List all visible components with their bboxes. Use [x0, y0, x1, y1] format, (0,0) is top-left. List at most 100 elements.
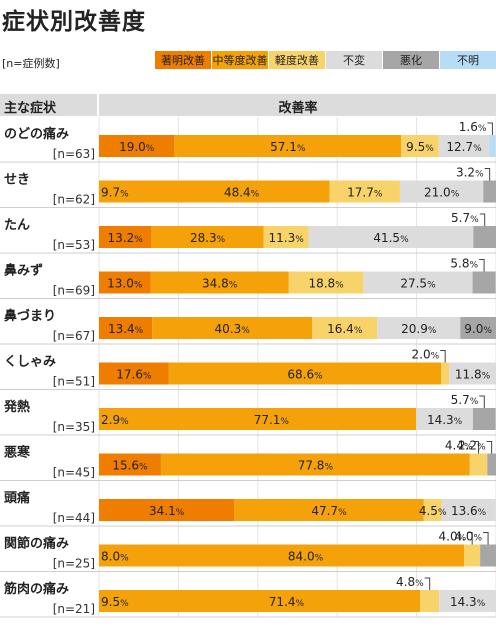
callout-line — [479, 395, 485, 408]
header-symptom: 主な症状 — [4, 101, 57, 116]
bar-segment — [99, 135, 175, 157]
callout-line — [467, 532, 473, 545]
data-label: 15.6% — [112, 459, 148, 473]
callout-line — [483, 532, 489, 545]
bar-segment — [99, 226, 152, 248]
data-label: 27.5% — [400, 277, 436, 291]
data-label: 8.0% — [101, 550, 129, 564]
data-label: 16.4% — [327, 322, 363, 336]
legend: 著明改善 中等度改善 軽度改善 不変 悪化 不明 — [155, 51, 496, 69]
data-label: 12.7% — [446, 140, 482, 154]
data-label: 13.0% — [107, 277, 143, 291]
header-rate: 改善率 — [278, 101, 318, 116]
data-label: 21.0% — [424, 186, 460, 200]
bar-segment — [489, 135, 496, 157]
bar-segment — [151, 226, 264, 248]
data-label: 19.0% — [119, 140, 155, 154]
callout-label: 3.2% — [456, 166, 484, 180]
category-label: 悪寒 — [4, 445, 31, 461]
bar-segment — [464, 544, 481, 567]
data-label: 68.6% — [287, 368, 323, 382]
callout-line — [486, 441, 493, 454]
callout-label: 4.0% — [439, 530, 467, 544]
category-label: くしゃみ — [4, 355, 56, 370]
category-label: 鼻づまり — [4, 308, 56, 324]
data-label: 20.9% — [401, 322, 437, 336]
data-label: 84.0% — [288, 550, 324, 564]
data-label: 40.3% — [215, 322, 251, 336]
bar-segment — [99, 362, 169, 385]
bar-segment — [99, 271, 151, 294]
category-label: 鼻みず — [4, 263, 43, 279]
bar-segment — [99, 453, 161, 476]
data-label: 17.7% — [347, 186, 383, 200]
category-n: [n=63] — [53, 147, 95, 161]
category-n: [n=51] — [53, 375, 95, 389]
bar-segment — [441, 499, 496, 521]
bar-segment — [99, 180, 330, 203]
bar-segment — [168, 362, 442, 385]
callout-line — [479, 259, 485, 272]
data-label: 47.7% — [311, 504, 347, 518]
callout-line — [487, 122, 493, 135]
bar-segment — [99, 408, 417, 430]
bar-segment — [439, 590, 496, 612]
bar-segment — [472, 408, 496, 430]
category-n: [n=25] — [53, 557, 95, 571]
callout-line — [484, 168, 491, 181]
category-n: [n=35] — [53, 420, 95, 434]
category-label: 発熱 — [3, 399, 30, 415]
bar-segment — [288, 271, 364, 294]
bar-segment — [377, 317, 461, 339]
data-label: 9.0% — [464, 322, 492, 336]
bar-segment — [99, 544, 465, 567]
data-label: 13.2% — [108, 231, 144, 245]
bar-segment — [99, 499, 235, 521]
bar-segment — [416, 408, 473, 430]
data-label: 17.6% — [116, 368, 152, 382]
data-label: 57.1% — [270, 140, 306, 154]
data-label: 13.6% — [451, 504, 487, 518]
category-n: [n=44] — [53, 511, 95, 525]
callout-label: 4.0% — [454, 530, 482, 544]
bar-segment — [449, 362, 496, 385]
callout-label: 4.4% — [445, 439, 473, 453]
data-label: 28.3% — [190, 231, 226, 245]
bar-segment — [312, 317, 378, 339]
data-label: 2.9% — [101, 413, 129, 427]
data-label: 34.1% — [149, 504, 185, 518]
data-label: 9.5% — [406, 140, 434, 154]
category-label: せき — [4, 173, 30, 188]
bar-segment — [480, 544, 496, 567]
callout-label: 1.6% — [459, 120, 487, 134]
bar-segment — [441, 362, 450, 385]
legend-item-5: 不明 — [440, 51, 496, 69]
data-label: 41.5% — [373, 231, 409, 245]
data-label: 34.8% — [202, 277, 238, 291]
category-label: 頭痛 — [4, 490, 30, 506]
legend-item-2: 軽度改善 — [269, 51, 325, 69]
bar-segment — [487, 453, 496, 476]
data-label: 48.4% — [224, 186, 260, 200]
callout-label: 2.2% — [458, 439, 486, 453]
header-separator — [97, 94, 99, 116]
category-n: [n=62] — [53, 193, 95, 207]
data-label: 14.3% — [450, 595, 486, 609]
legend-item-4: 悪化 — [383, 51, 439, 69]
data-label: 14.3% — [427, 413, 463, 427]
bar-segment — [483, 180, 496, 203]
category-n: [n=69] — [53, 284, 95, 298]
bar-segment — [329, 180, 400, 203]
bar-segment — [423, 499, 442, 521]
data-label: 77.8% — [298, 459, 334, 473]
callout-line — [479, 213, 486, 226]
legend-item-0: 著明改善 — [155, 51, 211, 69]
data-label: 11.3% — [269, 231, 305, 245]
bar-segment — [473, 226, 496, 248]
n-note: [n=症例数] — [2, 57, 60, 70]
callout-label: 5.8% — [450, 257, 478, 271]
bar-segment — [460, 317, 496, 339]
data-label: 9.5% — [101, 595, 129, 609]
callout-label: 2.0% — [412, 348, 440, 362]
